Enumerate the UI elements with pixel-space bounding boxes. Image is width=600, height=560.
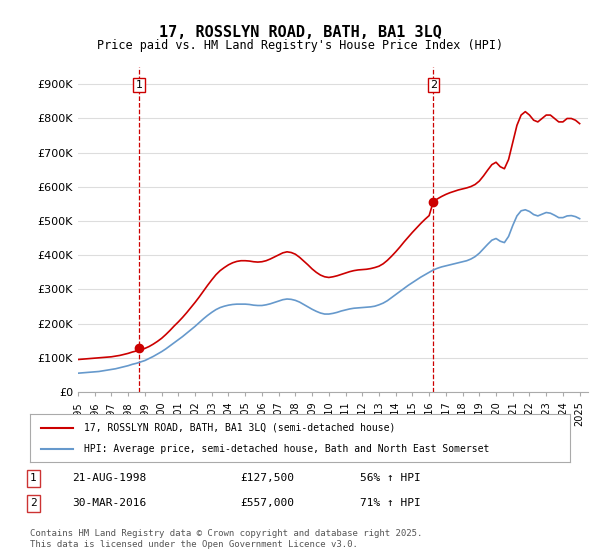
Text: 1: 1 xyxy=(136,80,142,90)
Text: 17, ROSSLYN ROAD, BATH, BA1 3LQ: 17, ROSSLYN ROAD, BATH, BA1 3LQ xyxy=(158,25,442,40)
Text: 2: 2 xyxy=(430,80,437,90)
Text: 17, ROSSLYN ROAD, BATH, BA1 3LQ (semi-detached house): 17, ROSSLYN ROAD, BATH, BA1 3LQ (semi-de… xyxy=(84,423,395,433)
Text: 1: 1 xyxy=(30,473,37,483)
Text: £557,000: £557,000 xyxy=(240,498,294,508)
Text: 21-AUG-1998: 21-AUG-1998 xyxy=(72,473,146,483)
Text: £127,500: £127,500 xyxy=(240,473,294,483)
Text: HPI: Average price, semi-detached house, Bath and North East Somerset: HPI: Average price, semi-detached house,… xyxy=(84,444,490,454)
Text: 2: 2 xyxy=(30,498,37,508)
Text: Contains HM Land Registry data © Crown copyright and database right 2025.
This d: Contains HM Land Registry data © Crown c… xyxy=(30,529,422,549)
Text: 30-MAR-2016: 30-MAR-2016 xyxy=(72,498,146,508)
Text: Price paid vs. HM Land Registry's House Price Index (HPI): Price paid vs. HM Land Registry's House … xyxy=(97,39,503,52)
Text: 56% ↑ HPI: 56% ↑ HPI xyxy=(360,473,421,483)
Text: 71% ↑ HPI: 71% ↑ HPI xyxy=(360,498,421,508)
